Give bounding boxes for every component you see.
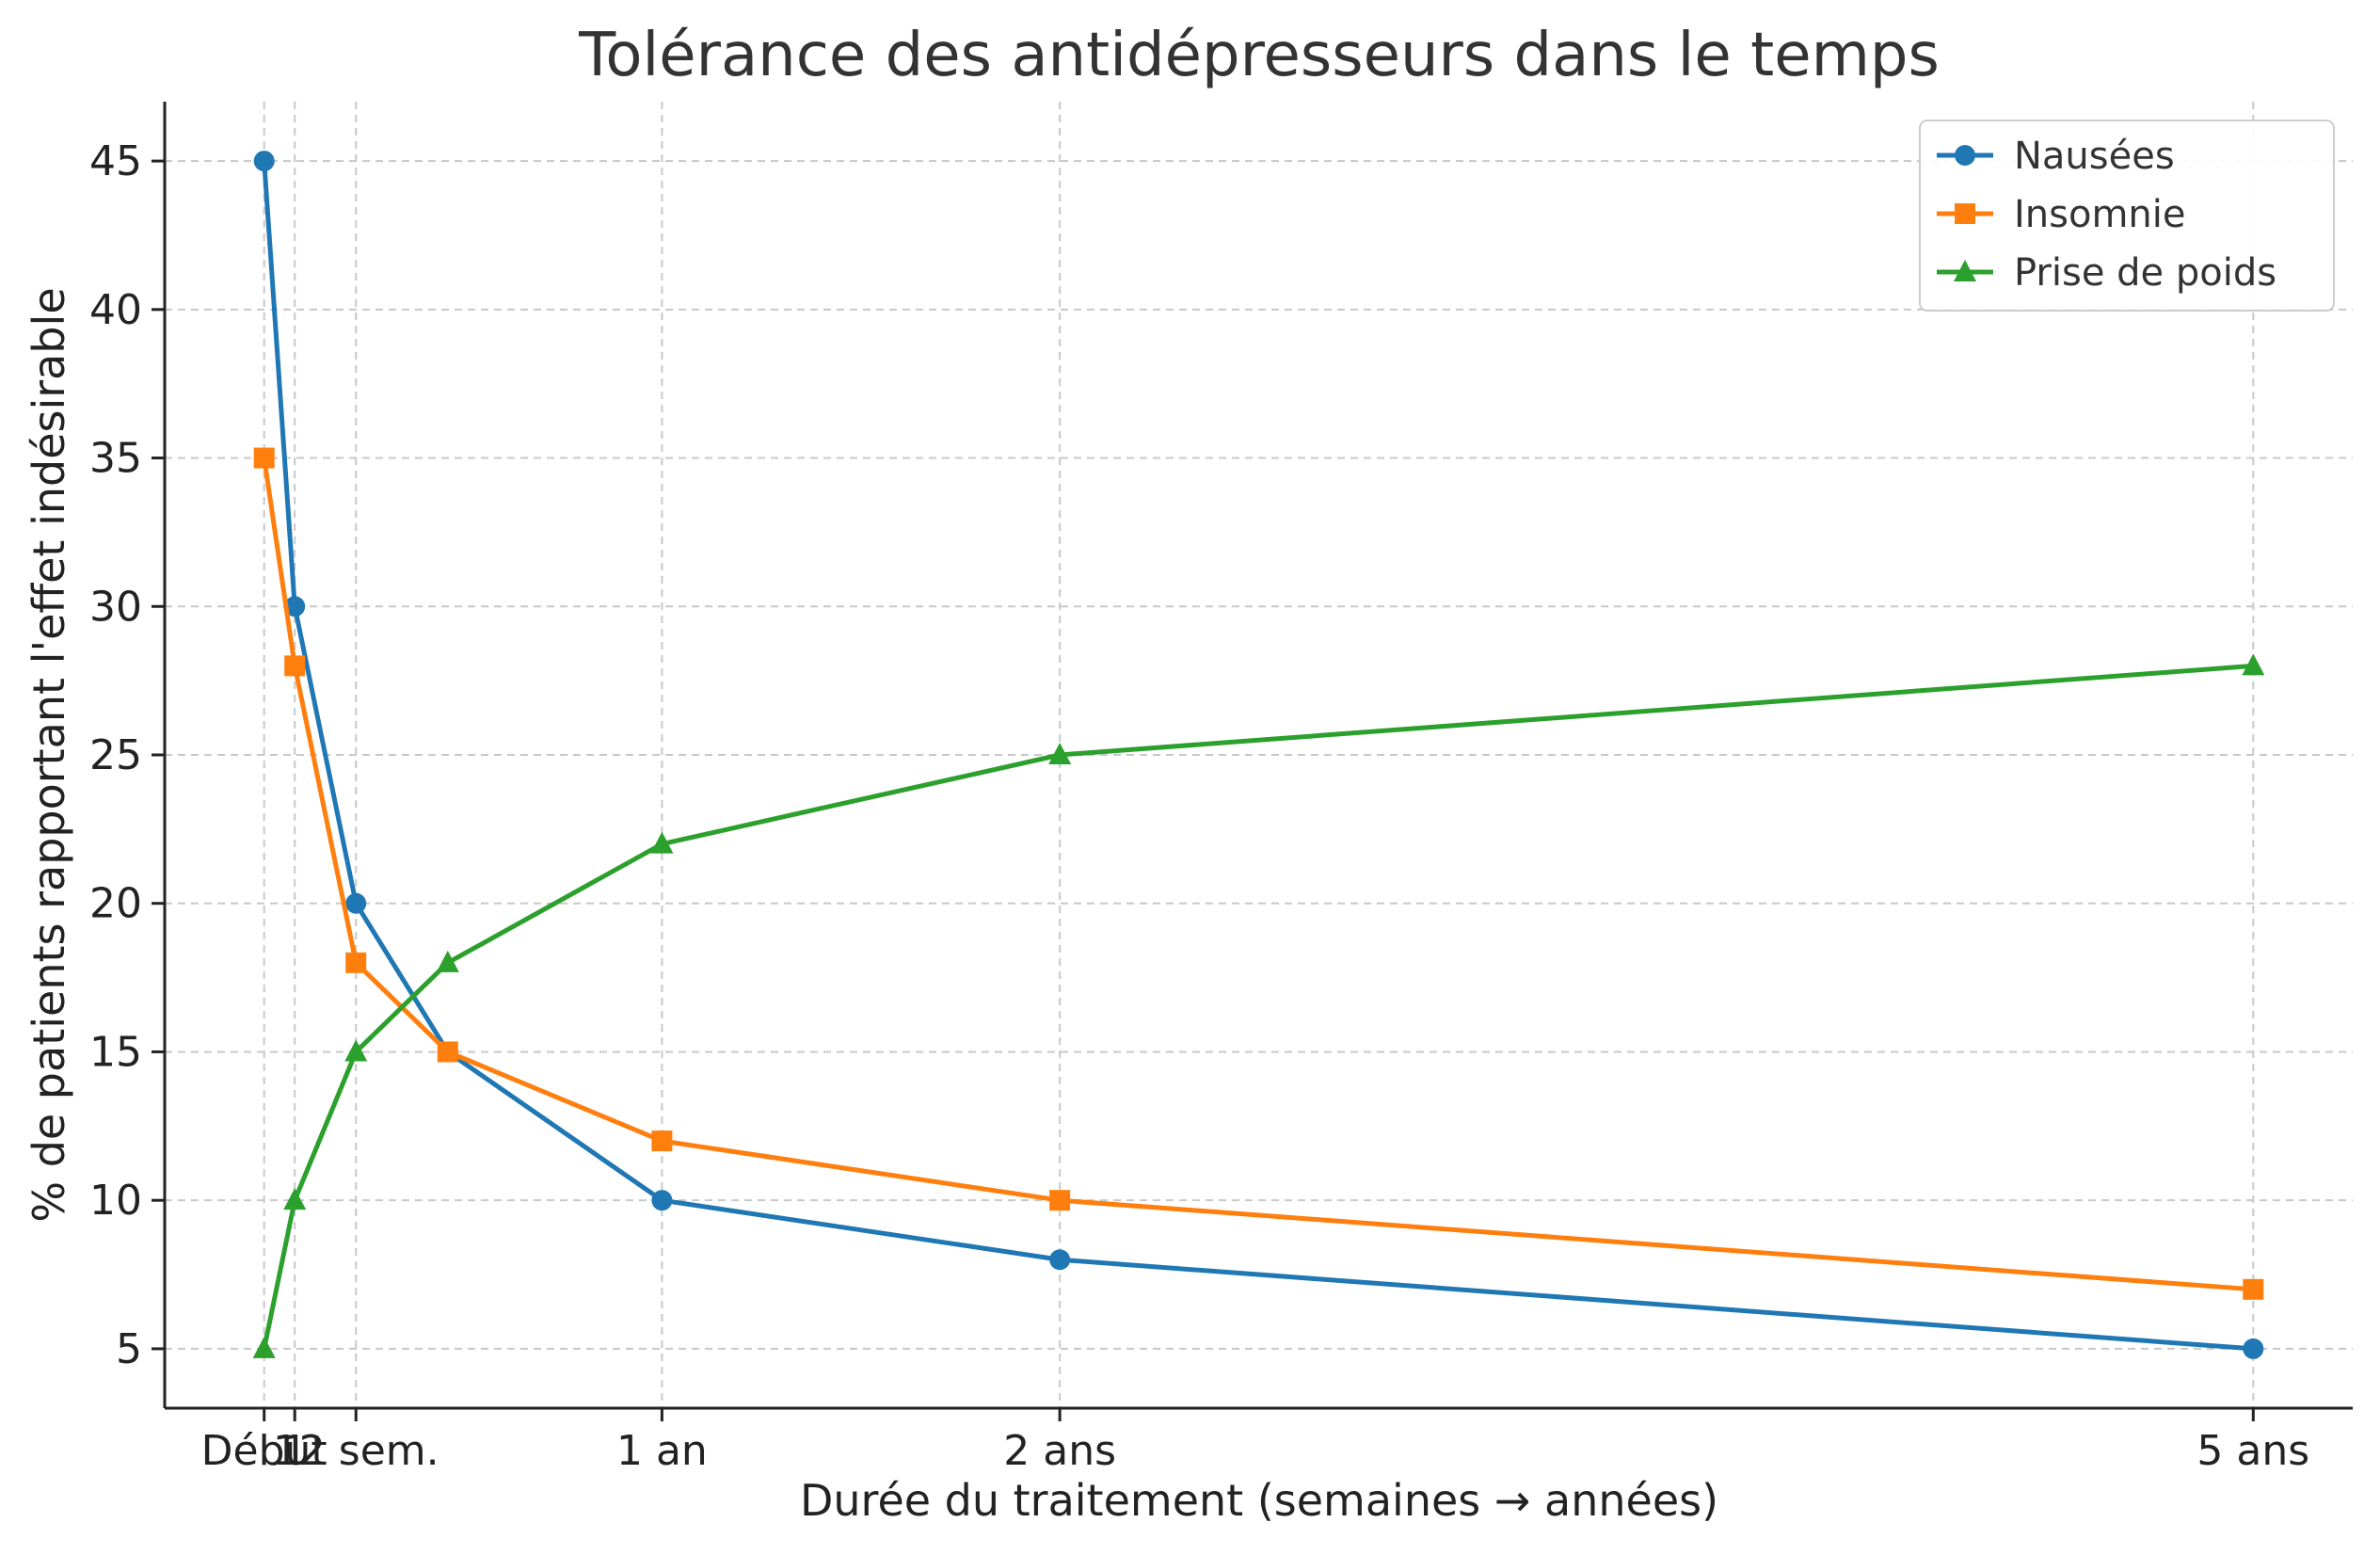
y-tick-label: 45 xyxy=(89,137,142,185)
data-point xyxy=(437,1041,458,1063)
data-point xyxy=(2243,1278,2264,1300)
data-point xyxy=(1954,260,1976,281)
series-2 xyxy=(252,653,2265,1358)
data-point xyxy=(252,1336,276,1358)
x-tick-label: 12 sem. xyxy=(273,1427,439,1475)
data-point xyxy=(284,655,306,677)
legend-label: Prise de poids xyxy=(2014,251,2276,295)
legend: Nausées Insomnie Prise de poids xyxy=(1919,120,2335,312)
y-tick-label: 25 xyxy=(89,731,142,779)
y-tick-label: 15 xyxy=(89,1028,142,1076)
data-point xyxy=(651,1130,673,1152)
legend-label: Insomnie xyxy=(2014,193,2186,236)
data-point xyxy=(1048,743,1072,764)
y-ticks: 5 10 15 20 25 30 35 40 45 xyxy=(89,137,165,1373)
y-tick-label: 30 xyxy=(89,583,142,631)
x-tick-label: 1 an xyxy=(616,1427,708,1475)
y-tick-label: 5 xyxy=(116,1325,142,1373)
data-point xyxy=(651,1190,673,1211)
legend-entry: Insomnie xyxy=(1937,193,2186,236)
data-point xyxy=(1955,145,1975,166)
legend-box xyxy=(1919,120,2335,312)
data-point xyxy=(1955,203,1975,224)
data-point xyxy=(284,596,306,617)
data-point xyxy=(1049,1249,1071,1271)
x-tick-label: 5 ans xyxy=(2196,1427,2309,1475)
chart-title: Tolérance des antidépresseurs dans le te… xyxy=(578,21,1940,90)
series xyxy=(252,151,2265,1359)
legend-entry: Prise de poids xyxy=(1937,251,2276,295)
data-point xyxy=(650,831,674,854)
data-point xyxy=(2243,1338,2264,1359)
data-point xyxy=(283,1188,307,1210)
data-point xyxy=(1049,1190,1071,1211)
data-point xyxy=(345,892,367,914)
x-tick-label: Début xyxy=(201,1427,327,1475)
data-point xyxy=(2242,653,2265,676)
y-tick-label: 35 xyxy=(89,435,142,483)
data-point xyxy=(345,952,367,973)
x-axis-label: Durée du traitement (semaines → années) xyxy=(800,1475,1718,1526)
series-line xyxy=(262,663,2254,1350)
y-tick-label: 40 xyxy=(89,286,142,334)
data-point xyxy=(253,151,275,172)
data-point xyxy=(436,950,459,972)
y-tick-label: 20 xyxy=(89,880,142,928)
y-axis-label: % de patients rapportant l'effet indésir… xyxy=(24,287,74,1222)
data-point xyxy=(253,447,275,469)
legend-label: Nausées xyxy=(2014,135,2175,178)
series-1 xyxy=(253,447,2264,1300)
x-tick-label: 2 ans xyxy=(1003,1427,1116,1475)
legend-entry: Nausées xyxy=(1937,135,2175,178)
y-tick-label: 10 xyxy=(89,1177,142,1225)
data-point xyxy=(344,1039,368,1062)
series-line xyxy=(262,457,2254,1292)
x-tick-label: 1 xyxy=(281,1427,308,1475)
